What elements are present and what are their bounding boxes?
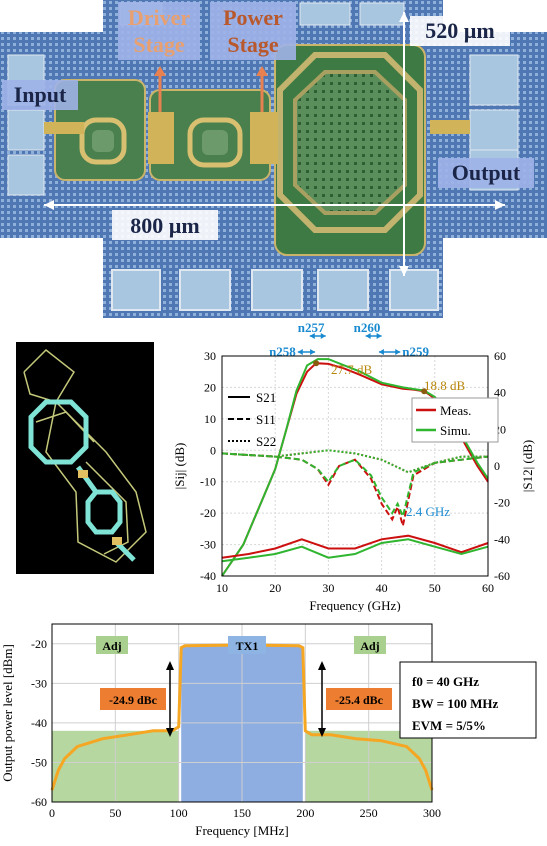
sparam-y-left-tick-label: 20 [204, 380, 216, 394]
tx1-box-label: TX1 [236, 639, 259, 653]
bandwidth-annotation: 2.4 GHz [406, 504, 450, 519]
band-arrowhead-right [395, 349, 401, 355]
sparam-x-tick-label: 10 [216, 581, 228, 595]
chip-micrograph: Driver Stage Power Stage Input Output 80… [0, 0, 547, 318]
sparam-y-left-tick-label: -10 [200, 475, 216, 489]
sparam-y-left-tick-label: 10 [204, 412, 216, 426]
driver-stage-label-2: Stage [133, 32, 185, 57]
band-label-n257: n257 [298, 322, 325, 335]
spectrum-x-tick-label: 250 [360, 806, 378, 820]
spectrum-y-tick-label: -30 [31, 676, 47, 690]
sparam-y-right-tick-label: -20 [494, 496, 510, 510]
spectrum-x-tick-label: 0 [49, 806, 55, 820]
info-evm: EVM = 5/5% [412, 718, 486, 733]
spectrum-x-tick-label: 200 [296, 806, 314, 820]
sparam-x-tick-label: 50 [429, 581, 441, 595]
legend-s11: S11 [256, 412, 276, 427]
sparam-y-left-tick-label: -40 [200, 569, 216, 583]
spectrum-x-tick-label: 150 [233, 806, 251, 820]
peak-marker-high [421, 388, 428, 395]
band-arrowhead-left [309, 333, 315, 339]
sparam-y-left-tick-label: -20 [200, 506, 216, 520]
spectrum-y-axis-label: Output power level [dBm] [0, 644, 15, 782]
spectrum-x-tick-label: 100 [170, 806, 188, 820]
peak-gain-high-annotation: 18.8 dB [424, 378, 466, 393]
acpr-right-label: -25.4 dBc [335, 693, 384, 707]
band-arrowhead-right [310, 349, 316, 355]
info-f0: f0 = 40 GHz [412, 674, 479, 689]
spectrum-chart-svg: 0 50 100 150 200 250 300 -60 -50 -40 -30 -20 Frequen… [0, 623, 537, 838]
spectrum-y-tick-label: -40 [31, 716, 47, 730]
sparam-y-left-axis-label: |Sij| (dB) [172, 443, 187, 490]
width-dimension-label: 800 µm [130, 213, 200, 238]
spectrum-y-tick-label: -60 [31, 795, 47, 809]
adj-left-box-label: Adj [102, 639, 121, 653]
spectrum-chart: 0 50 100 150 200 250 300 -60 -50 -40 -30 -20 Frequen… [0, 616, 547, 841]
spectrum-x-axis-label: Frequency [MHz] [195, 823, 289, 838]
peak-gain-annotation: 27.7 dB [331, 362, 373, 377]
legend-s22: S22 [256, 434, 276, 449]
band-arrowhead-left [365, 333, 371, 339]
sparam-x-tick-label: 40 [376, 581, 388, 595]
chip-micrograph-svg: Driver Stage Power Stage Input Output 80… [0, 0, 547, 318]
band-arrowhead-left [297, 349, 303, 355]
sparam-y-right-tick-label: 0 [494, 459, 500, 473]
legend-simu: Simu. [440, 423, 471, 438]
sparam-y-left-tick-label: 30 [204, 349, 216, 363]
band-arrowhead-right [376, 333, 382, 339]
band-label-n259: n259 [402, 344, 429, 359]
spectrum-x-tick-label: 50 [109, 806, 121, 820]
sparam-y-right-tick-label: -60 [494, 569, 510, 583]
legend-line-style: S21 S11 S22 [228, 390, 276, 449]
sparam-x-axis-label: Frequency (GHz) [309, 598, 400, 612]
spectrum-y-tick-label: -50 [31, 755, 47, 769]
band-label-n258: n258 [269, 344, 296, 359]
height-dimension-label: 520 µm [425, 18, 495, 43]
sparam-x-tick-label: 20 [269, 581, 281, 595]
sparam-y-left-tick-label: -30 [200, 538, 216, 552]
sparam-y-right-tick-label: 40 [494, 386, 506, 400]
adj-right-box-label: Adj [360, 639, 379, 653]
sparam-chart: n258 n257 n260 n259 10 20 30 40 50 60 -40 -30 -20 -1… [170, 320, 542, 613]
power-stage-label-1: Power [223, 5, 283, 30]
legend-s21: S21 [256, 390, 276, 405]
driver-stage-label-1: Driver [128, 5, 191, 30]
peak-marker-low [313, 360, 320, 367]
sparam-series-s12-simu [221, 538, 489, 563]
legend-source: Meas. Simu. [411, 397, 499, 443]
sparam-y-right-axis-label: |S12| (dB) [520, 440, 535, 493]
acpr-left-label: -24.9 dBc [109, 693, 158, 707]
band-arrowhead-right [320, 333, 326, 339]
sparam-y-right-tick-label: 60 [494, 349, 506, 363]
sparam-x-tick-label: 60 [482, 581, 494, 595]
spectrum-y-tick-label: -20 [31, 637, 47, 651]
output-label: Output [452, 160, 521, 185]
sparam-y-left-tick-label: 0 [210, 443, 216, 457]
sparam-x-tick-label: 30 [322, 581, 334, 595]
band-label-n260: n260 [354, 322, 381, 335]
sparam-series-s22-simu [221, 449, 488, 474]
sparam-series-s11-simu [221, 452, 489, 520]
input-label: Input [14, 82, 67, 107]
layout-render-svg [16, 342, 154, 574]
sparam-series-s11-meas [221, 452, 489, 526]
sparam-plot-frame [221, 355, 489, 577]
power-stage-label-2: Stage [227, 32, 279, 57]
info-bw: BW = 100 MHz [412, 696, 498, 711]
legend-meas: Meas. [440, 403, 471, 418]
layout-render [16, 342, 154, 574]
spectrum-x-tick-label: 300 [423, 806, 441, 820]
band-arrowhead-left [378, 349, 384, 355]
sparam-y-right-tick-label: -40 [494, 532, 510, 546]
sparam-series-s12-meas [221, 534, 489, 559]
